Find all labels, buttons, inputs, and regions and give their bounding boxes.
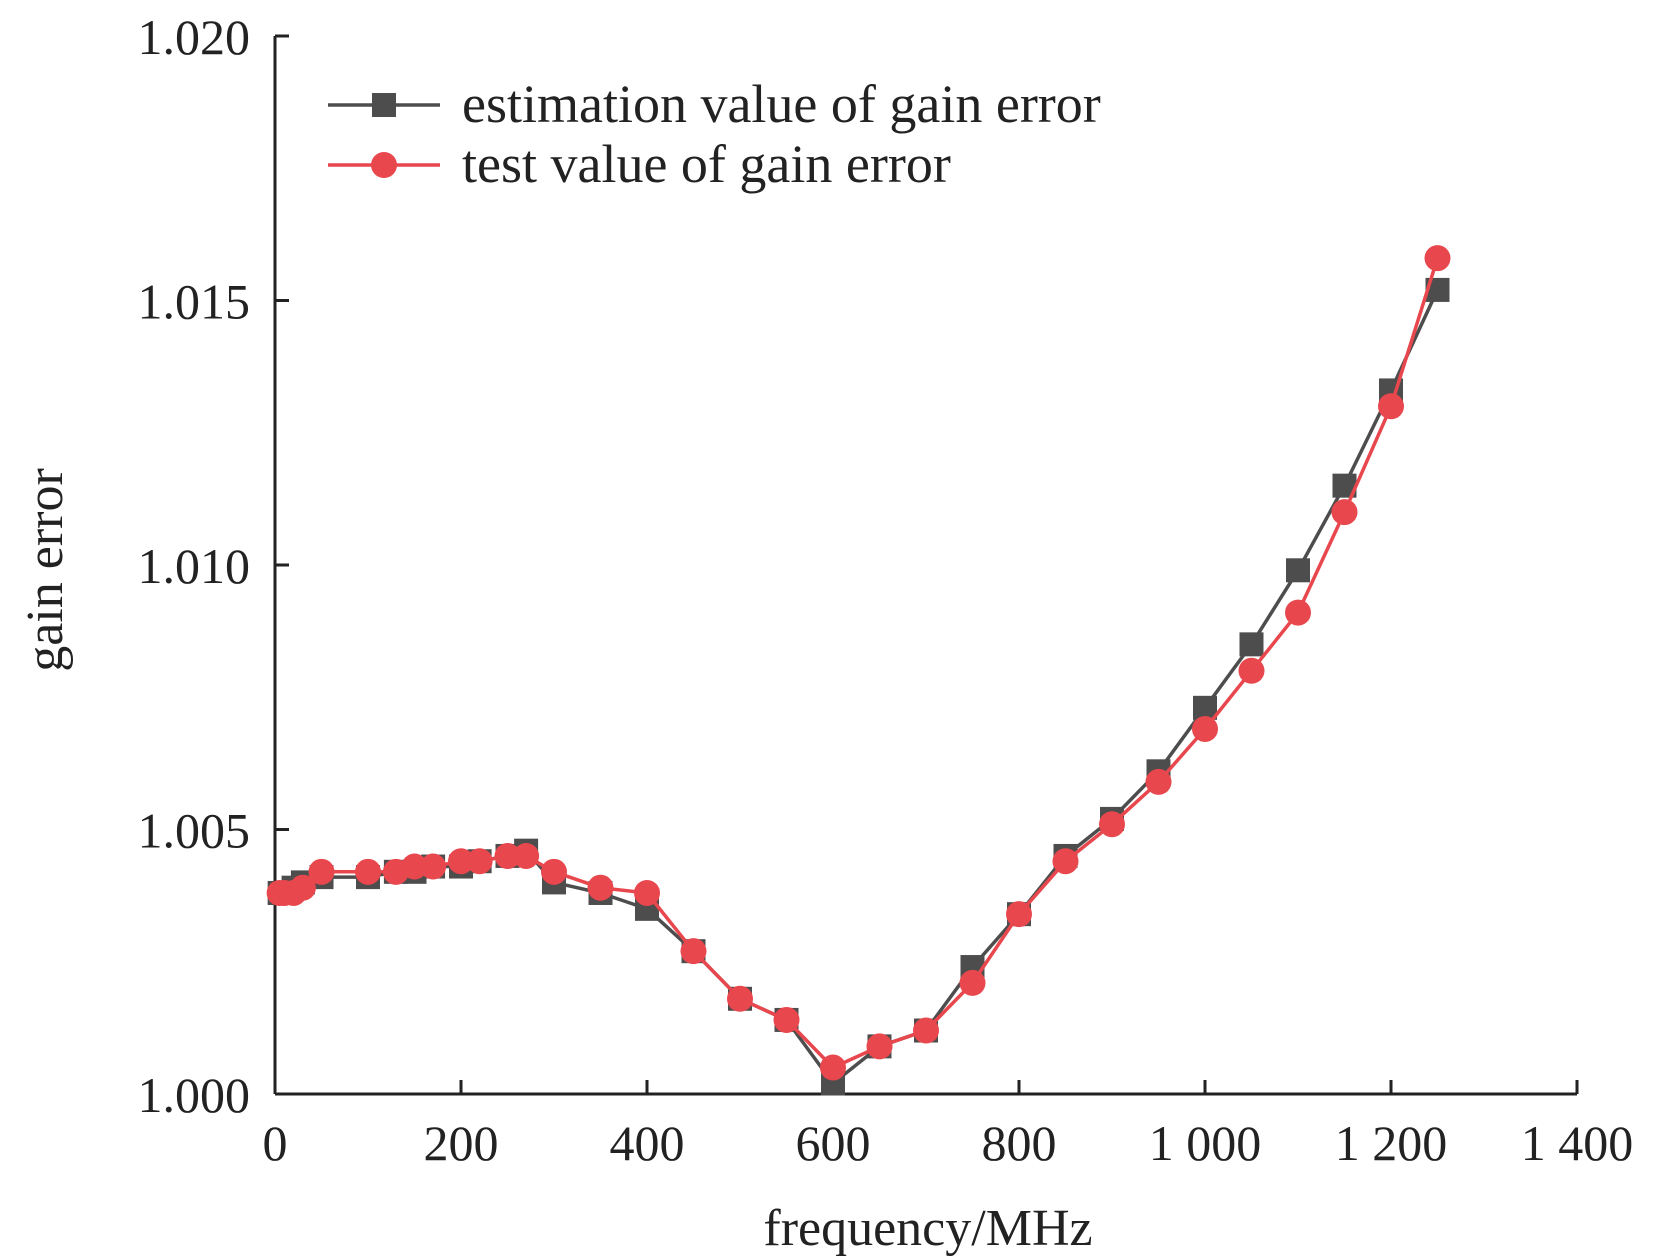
data-point-circle bbox=[680, 938, 707, 965]
data-point-circle bbox=[401, 853, 428, 880]
series-1 bbox=[267, 277, 1450, 1096]
data-point-circle bbox=[1285, 599, 1311, 626]
x-tick-label: 1 200 bbox=[1335, 1115, 1448, 1171]
data-point-circle bbox=[820, 1054, 846, 1081]
x-tick-label: 1 400 bbox=[1521, 1115, 1634, 1171]
x-tick-label: 600 bbox=[796, 1115, 871, 1171]
legend-label: test value of gain error bbox=[462, 134, 951, 194]
data-point-circle bbox=[308, 858, 335, 885]
data-point-square bbox=[1193, 695, 1217, 720]
x-tick-label: 1 000 bbox=[1149, 1115, 1262, 1171]
data-point-circle bbox=[634, 879, 660, 906]
data-point-circle bbox=[1006, 901, 1032, 928]
data-point-circle bbox=[355, 858, 381, 885]
series-layer bbox=[266, 245, 1451, 1096]
data-point-square bbox=[1239, 632, 1264, 657]
x-tick-label: 400 bbox=[610, 1115, 685, 1171]
data-point-circle bbox=[1424, 245, 1451, 272]
legend-item-1: estimation value of gain error bbox=[328, 74, 1101, 134]
data-point-circle bbox=[1331, 499, 1358, 526]
data-point-circle bbox=[289, 874, 316, 901]
data-point-circle bbox=[1099, 811, 1125, 838]
legend-marker-circle bbox=[371, 152, 397, 178]
y-tick-label: 1.000 bbox=[138, 1067, 251, 1123]
axes: 0 200 400 600 800 1 000 1 200 1 400 1.000 1.005 1.… bbox=[138, 9, 1634, 1171]
data-point-circle bbox=[959, 969, 986, 996]
data-point-circle bbox=[866, 1033, 893, 1060]
data-point-circle bbox=[1378, 393, 1404, 420]
data-point-circle bbox=[466, 848, 493, 875]
x-tick-label: 800 bbox=[982, 1115, 1057, 1171]
data-point-circle bbox=[513, 842, 540, 869]
series-2 bbox=[266, 245, 1451, 1081]
data-point-circle bbox=[913, 1017, 939, 1044]
y-tick-label: 1.010 bbox=[138, 538, 251, 594]
data-point-circle bbox=[587, 874, 614, 901]
data-point-circle bbox=[773, 1006, 800, 1033]
y-tick-label: 1.020 bbox=[138, 9, 251, 65]
data-point-circle bbox=[494, 842, 521, 869]
x-tick-label: 0 bbox=[263, 1115, 288, 1171]
data-point-circle bbox=[1052, 848, 1079, 875]
legend-item-2: test value of gain error bbox=[328, 134, 951, 194]
y-axis-title: gain error bbox=[17, 468, 74, 672]
data-point-circle bbox=[727, 985, 753, 1012]
data-point-circle bbox=[448, 848, 474, 875]
y-tick-label: 1.015 bbox=[138, 274, 251, 330]
data-point-circle bbox=[1192, 715, 1218, 742]
data-point-circle bbox=[541, 858, 567, 885]
data-point-square bbox=[1286, 558, 1310, 583]
y-tick-label: 1.005 bbox=[138, 803, 251, 859]
data-point-circle bbox=[420, 853, 447, 880]
x-axis-title: frequency/MHz bbox=[763, 1200, 1092, 1257]
series-line bbox=[279, 257, 1440, 1070]
x-tick-label: 200 bbox=[424, 1115, 499, 1171]
series-line bbox=[279, 289, 1440, 1086]
data-point-circle bbox=[1238, 657, 1265, 684]
legend-marker-square bbox=[372, 93, 396, 117]
legend-label: estimation value of gain error bbox=[462, 74, 1101, 134]
data-point-circle bbox=[1145, 768, 1172, 795]
